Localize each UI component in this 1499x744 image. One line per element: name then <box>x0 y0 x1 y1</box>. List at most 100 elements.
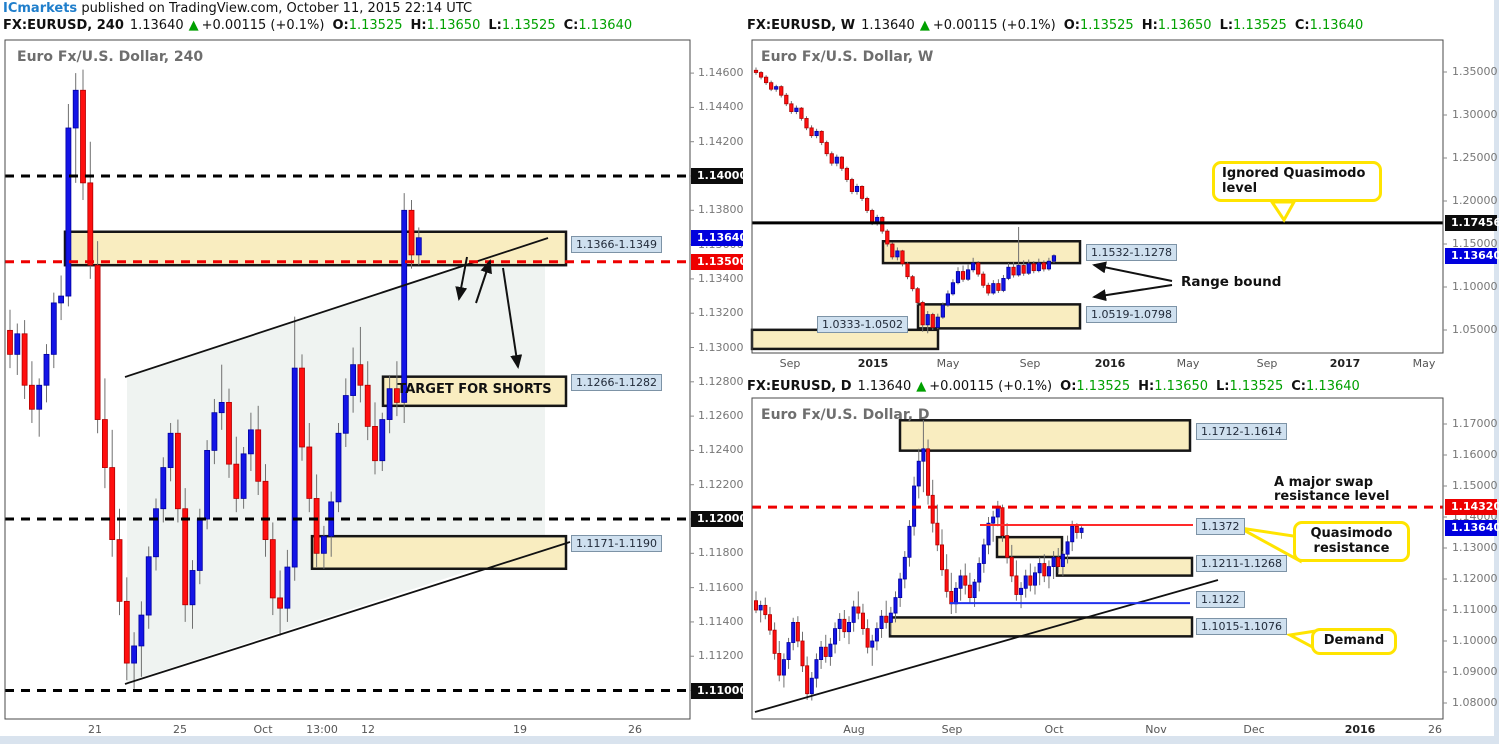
x-axis-label: 13:00 <box>306 723 338 736</box>
y-axis-tick: 1.13200 <box>698 306 744 320</box>
chart-title-weekly: Euro Fx/U.S. Dollar, W <box>761 49 934 65</box>
y-axis-tick: 1.05000 <box>1452 323 1498 336</box>
y-axis-tick: 1.13800 <box>698 203 744 217</box>
x-axis-label: Sep <box>779 357 801 370</box>
low-label: L: <box>1219 18 1234 33</box>
high-value: 1.13650 <box>1154 379 1209 394</box>
change: +0.00115 (+0.1%) <box>929 379 1053 394</box>
price-badge: 1.13640 <box>1445 520 1499 537</box>
eurusd-daily-canvas[interactable] <box>751 397 1447 720</box>
close-label: C: <box>1291 379 1307 394</box>
y-axis-tick: 1.30000 <box>1452 108 1498 121</box>
y-axis-tick: 1.10000 <box>1452 634 1498 647</box>
y-axis-tick: 1.35000 <box>1452 65 1498 78</box>
price-range-chip: 1.1266-1.1282 <box>571 374 662 391</box>
y-axis-tick: 1.14400 <box>698 100 744 114</box>
y-axis-tick: 1.11000 <box>1452 603 1498 616</box>
price-range-chip: 1.0333-1.0502 <box>817 316 908 333</box>
symbol-weekly[interactable]: FX:EURUSD, W <box>747 18 856 33</box>
price-badge: 1.13500 <box>691 253 747 270</box>
open-label: O: <box>1063 18 1080 33</box>
price-badge: 1.14320 <box>1445 499 1499 516</box>
chart-header-daily: FX:EURUSD, D 1.13640 ▲ +0.00115 (+0.1%) O:1.… <box>747 379 1360 394</box>
close-value: 1.13640 <box>578 18 633 33</box>
low-value: 1.13525 <box>1229 379 1284 394</box>
price-badge: 1.13640 <box>1445 247 1499 264</box>
annotation-arrow <box>502 267 523 369</box>
y-axis-tick: 1.09000 <box>1452 665 1498 678</box>
last-price: 1.13640 <box>861 18 915 33</box>
publisher-username[interactable]: ICmarkets <box>3 1 78 16</box>
y-axis-tick: 1.13000 <box>1452 541 1498 554</box>
open-value: 1.13525 <box>348 18 403 33</box>
annotation-arrow <box>475 259 492 304</box>
symbol-4h[interactable]: FX:EURUSD, 240 <box>3 18 124 33</box>
price-range-chip: 1.0519-1.0798 <box>1086 306 1177 323</box>
x-axis-label: Dec <box>1243 723 1265 736</box>
chart-header-weekly: FX:EURUSD, W 1.13640 ▲ +0.00115 (+0.1%) O:1.… <box>747 18 1363 33</box>
y-axis-tick: 1.14600 <box>698 66 744 80</box>
up-arrow-icon: ▲ <box>916 379 927 394</box>
open-value: 1.13525 <box>1079 18 1134 33</box>
price-range-chip: 1.1171-1.1190 <box>571 535 662 552</box>
y-axis-tick: 1.12600 <box>698 409 744 423</box>
high-label: H: <box>410 18 427 33</box>
y-axis-tick: 1.11800 <box>698 546 744 560</box>
annotation-arrow <box>1092 261 1173 282</box>
price-badge: 1.11000 <box>691 682 747 699</box>
x-axis-label: 26 <box>1428 723 1442 736</box>
close-label: C: <box>563 18 579 33</box>
callout-ignored-quasimodo: Ignored Quasimodo level <box>1212 161 1382 203</box>
y-axis-tick: 1.10000 <box>1452 280 1498 293</box>
symbol-daily[interactable]: FX:EURUSD, D <box>747 379 852 394</box>
x-axis-label: Oct <box>1044 723 1064 736</box>
open-label: O: <box>332 18 349 33</box>
target-for-shorts-label: TARGET FOR SHORTS <box>397 382 552 397</box>
plot-border <box>4 39 691 720</box>
last-price: 1.13640 <box>857 379 912 394</box>
close-label: C: <box>1294 18 1310 33</box>
change: +0.00115 (+0.1%) <box>201 18 325 33</box>
y-axis-tick: 1.12800 <box>698 374 744 388</box>
last-price: 1.13640 <box>129 18 184 33</box>
supply-demand-zone <box>888 616 1194 638</box>
price-range-chip: 1.1372 <box>1196 518 1245 535</box>
change: +0.00115 (+0.1%) <box>932 18 1056 33</box>
page-bottom-margin <box>0 736 1499 744</box>
x-axis-label: 2015 <box>857 357 889 370</box>
price-badge: 1.12000 <box>691 511 747 528</box>
supply-demand-zone <box>916 303 1082 330</box>
page-right-margin <box>1494 0 1499 744</box>
annotation-arrow <box>1092 284 1173 302</box>
candlestick-series <box>7 69 422 689</box>
x-axis-label: May <box>936 357 960 370</box>
chart-header-4h: FX:EURUSD, 240 1.13640 ▲ +0.00115 (+0.1%) O:… <box>3 18 632 33</box>
y-axis-tick: 1.25000 <box>1452 151 1498 164</box>
range-bound-label: Range bound <box>1181 274 1282 290</box>
eurusd-4h-canvas[interactable] <box>4 39 694 720</box>
y-axis-tick: 1.13400 <box>698 271 744 285</box>
low-label: L: <box>488 18 502 33</box>
price-badge: 1.17456 <box>1445 214 1499 231</box>
price-range-chip: 1.1211-1.1268 <box>1196 555 1287 572</box>
candlestick-series <box>753 67 1057 334</box>
eurusd-weekly-canvas[interactable] <box>750 39 1447 354</box>
published-line: ICmarkets published on TradingView.com, … <box>3 1 472 16</box>
price-range-chip: 1.1532-1.1278 <box>1086 244 1177 261</box>
x-axis-label: May <box>1412 357 1436 370</box>
x-axis-label: Sep <box>941 723 963 736</box>
high-value: 1.13650 <box>426 18 481 33</box>
x-axis-label: Sep <box>1256 357 1278 370</box>
close-value: 1.13640 <box>1309 18 1364 33</box>
price-badge: 1.14000 <box>691 168 747 184</box>
up-arrow-icon: ▲ <box>188 18 199 33</box>
x-axis-label: 26 <box>628 723 642 736</box>
y-axis-tick: 1.12200 <box>698 477 744 491</box>
trend-line <box>754 579 1219 713</box>
high-label: H: <box>1141 18 1158 33</box>
y-axis-tick: 1.12000 <box>1452 572 1498 585</box>
callout-demand: Demand <box>1311 628 1397 655</box>
x-axis-label: 21 <box>88 723 102 736</box>
